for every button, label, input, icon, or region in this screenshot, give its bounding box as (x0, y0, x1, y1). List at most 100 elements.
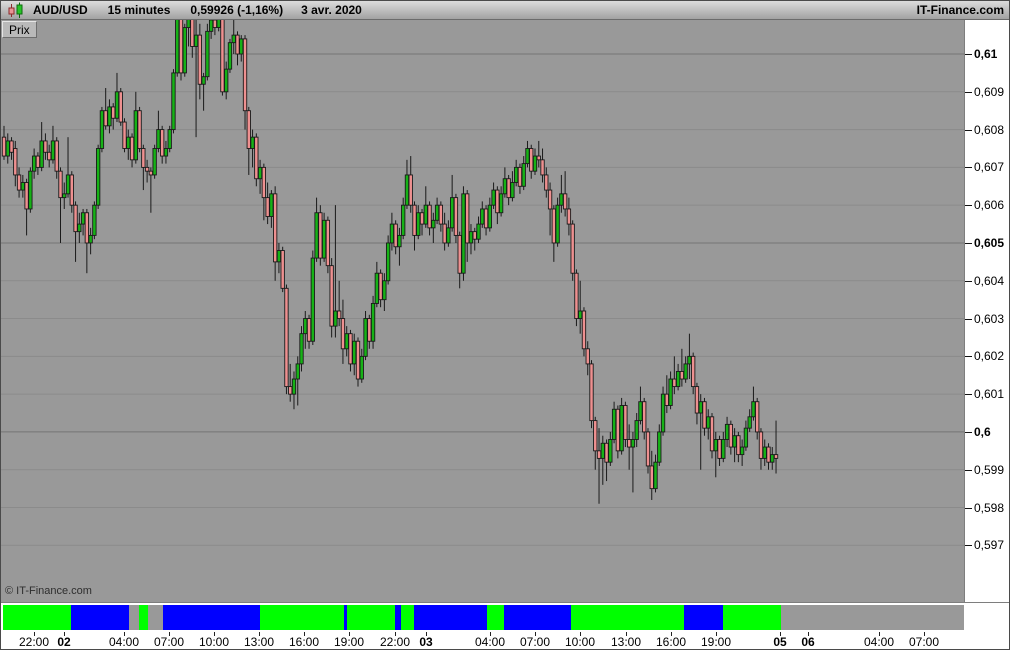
candle-body (31, 155, 37, 172)
session-segment-night (395, 605, 401, 630)
price-tick (965, 431, 972, 433)
candle-body (555, 204, 560, 244)
candle-body (288, 386, 293, 395)
candle-body (54, 140, 59, 172)
session-segment-night (71, 605, 129, 630)
candle-body (367, 318, 372, 342)
time-label: 22:00 (18, 635, 50, 649)
time-label: 04:00 (474, 635, 506, 649)
candle-body (13, 148, 18, 176)
candlestick-chart-area[interactable] (1, 20, 964, 602)
time-tick (259, 632, 260, 636)
session-segment-day (347, 605, 395, 630)
candle-body (630, 439, 636, 448)
candle-body (608, 439, 613, 463)
price-tick (965, 318, 972, 320)
candle-body (318, 212, 323, 259)
session-segment-night (344, 605, 347, 630)
candle-body (773, 454, 779, 459)
candle-body (446, 227, 451, 244)
candle-body (431, 219, 436, 229)
candle-body (355, 340, 361, 380)
candle-body (378, 272, 383, 301)
candle-body (570, 223, 575, 274)
candle-body (401, 204, 406, 236)
candle-body (216, 20, 221, 29)
time-tick (671, 632, 672, 636)
price-tick-label: 0,6 (974, 424, 991, 439)
candle-body (465, 193, 470, 244)
time-label: 06 (801, 635, 815, 649)
candle-body (20, 182, 25, 191)
time-label: 16:00 (655, 635, 687, 649)
time-tick (535, 632, 536, 636)
candle-body (679, 371, 685, 380)
candle-body (559, 193, 564, 206)
time-label: 19:00 (333, 635, 365, 649)
candle-body (144, 166, 150, 172)
candle-body (634, 420, 639, 440)
price-tick-label: 0,606 (974, 198, 1005, 213)
price-tick (965, 54, 972, 55)
candle-body (766, 446, 771, 463)
candle-body (709, 416, 715, 452)
candle-body (160, 129, 165, 157)
candle-body (5, 140, 10, 157)
candle-body (611, 408, 617, 440)
candle-body (619, 405, 624, 452)
candle-body (235, 34, 240, 55)
candle-body (480, 208, 485, 225)
candle-body (472, 231, 477, 240)
candle-body (423, 204, 428, 225)
candle-body (408, 174, 413, 206)
candle-body (69, 174, 74, 206)
time-label: 10:00 (198, 635, 230, 649)
candle-body (171, 72, 176, 131)
candle-body (227, 42, 233, 70)
candle-body (483, 208, 489, 229)
candle-body (265, 197, 270, 217)
session-segment-closed (781, 605, 964, 630)
candle-body (284, 287, 289, 388)
candle-body (50, 140, 56, 161)
candle-body (276, 250, 282, 263)
candle-body (521, 163, 526, 187)
time-axis[interactable]: 22:00 02 04:00 07:00 10:00 13:00 16:00 19:00 22:… (1, 602, 1009, 649)
tab-prix[interactable]: Prix (2, 21, 37, 38)
candle-body (627, 439, 632, 448)
candle-body (122, 121, 127, 149)
candle-body (393, 223, 398, 248)
candle-body (770, 454, 775, 463)
candle-body (111, 106, 116, 119)
candle-body (721, 439, 726, 459)
price-axis[interactable]: 0,61 0,609 0,608 0,607 0,606 0,605 0,604 0,603 0… (964, 20, 1009, 602)
candle-body (498, 193, 504, 214)
candle-body (28, 170, 33, 210)
candle-body (363, 318, 368, 357)
candle-body (58, 170, 63, 199)
candle-body (295, 363, 300, 380)
candle-body (175, 20, 180, 74)
candle-body (476, 223, 481, 240)
price-tick (965, 242, 972, 244)
price-tick-label: 0,605 (974, 235, 1005, 250)
candle-body (517, 166, 523, 187)
time-tick (426, 632, 427, 636)
candle-body (687, 355, 692, 365)
candle-body (585, 348, 590, 365)
candle-body (73, 204, 78, 233)
candle-body (99, 110, 105, 149)
candle-body (348, 333, 353, 365)
session-segment-closed (129, 605, 139, 630)
price-tick (965, 507, 972, 509)
chart-background (1, 20, 964, 602)
candle-body (224, 68, 229, 93)
candle-body (657, 431, 662, 463)
price-tick-label: 0,603 (974, 311, 1005, 326)
candle-body (724, 423, 730, 440)
candle-body (340, 318, 346, 350)
candle-body (186, 20, 191, 29)
candle-body (385, 242, 391, 282)
price-tick (965, 469, 972, 471)
copyright-label: © IT-Finance.com (5, 585, 92, 597)
